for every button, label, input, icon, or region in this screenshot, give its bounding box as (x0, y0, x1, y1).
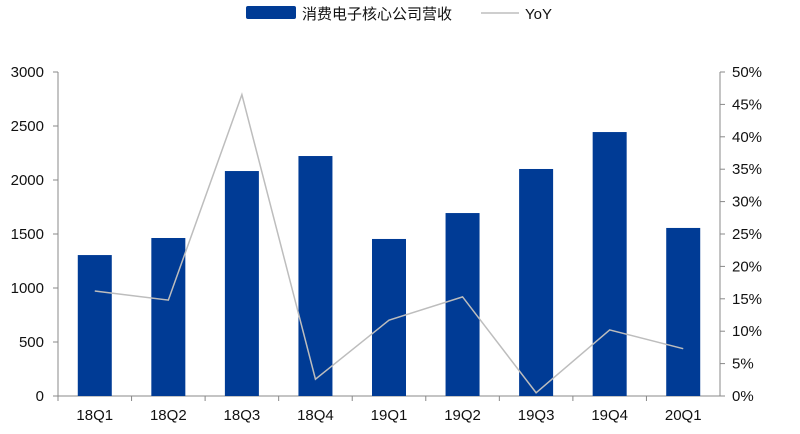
right-tick-label: 5% (732, 356, 754, 373)
x-tick-label: 19Q4 (591, 407, 628, 424)
right-tick-label: 35% (732, 161, 762, 178)
right-tick-label: 30% (732, 194, 762, 211)
bar-18Q3 (224, 171, 259, 396)
right-tick-label: 15% (732, 291, 762, 308)
right-tick-label: 0% (732, 388, 754, 405)
right-tick-label: 40% (732, 129, 762, 146)
right-tick-label: 25% (732, 226, 762, 243)
bar-19Q1 (372, 238, 406, 396)
x-tick-label: 19Q1 (371, 407, 408, 424)
x-tick-label: 20Q1 (665, 407, 702, 424)
bar-18Q1 (77, 255, 112, 396)
bar-19Q4 (592, 132, 627, 396)
x-tick-label: 19Q3 (518, 407, 555, 424)
legend-swatch-revenue (246, 6, 296, 19)
right-tick-label: 45% (732, 96, 762, 113)
left-tick-label: 0 (36, 388, 44, 405)
right-tick-label: 20% (732, 258, 762, 275)
left-tick-label: 1500 (11, 226, 44, 243)
x-tick-label: 19Q2 (444, 407, 481, 424)
x-tick-label: 18Q1 (76, 407, 113, 424)
bar-20Q1 (666, 227, 701, 396)
legend: 消费电子核心公司营收 YoY (246, 6, 552, 23)
x-tick-label: 18Q3 (224, 407, 261, 424)
bar-18Q2 (151, 237, 186, 396)
bar-19Q3 (519, 168, 554, 396)
left-tick-label: 500 (19, 334, 44, 351)
left-tick-label: 1000 (11, 280, 44, 297)
bar-19Q2 (445, 213, 480, 396)
legend-label-yoy: YoY (525, 6, 552, 23)
legend-label-revenue: 消费电子核心公司营收 (302, 6, 452, 23)
x-tick-label: 18Q4 (297, 407, 334, 424)
bar-18Q4 (298, 156, 333, 396)
right-tick-label: 50% (732, 64, 762, 81)
left-tick-label: 2000 (11, 172, 44, 189)
left-tick-label: 2500 (11, 118, 44, 135)
left-tick-label: 3000 (11, 64, 44, 81)
x-tick-label: 18Q2 (150, 407, 187, 424)
right-tick-label: 10% (732, 323, 762, 340)
